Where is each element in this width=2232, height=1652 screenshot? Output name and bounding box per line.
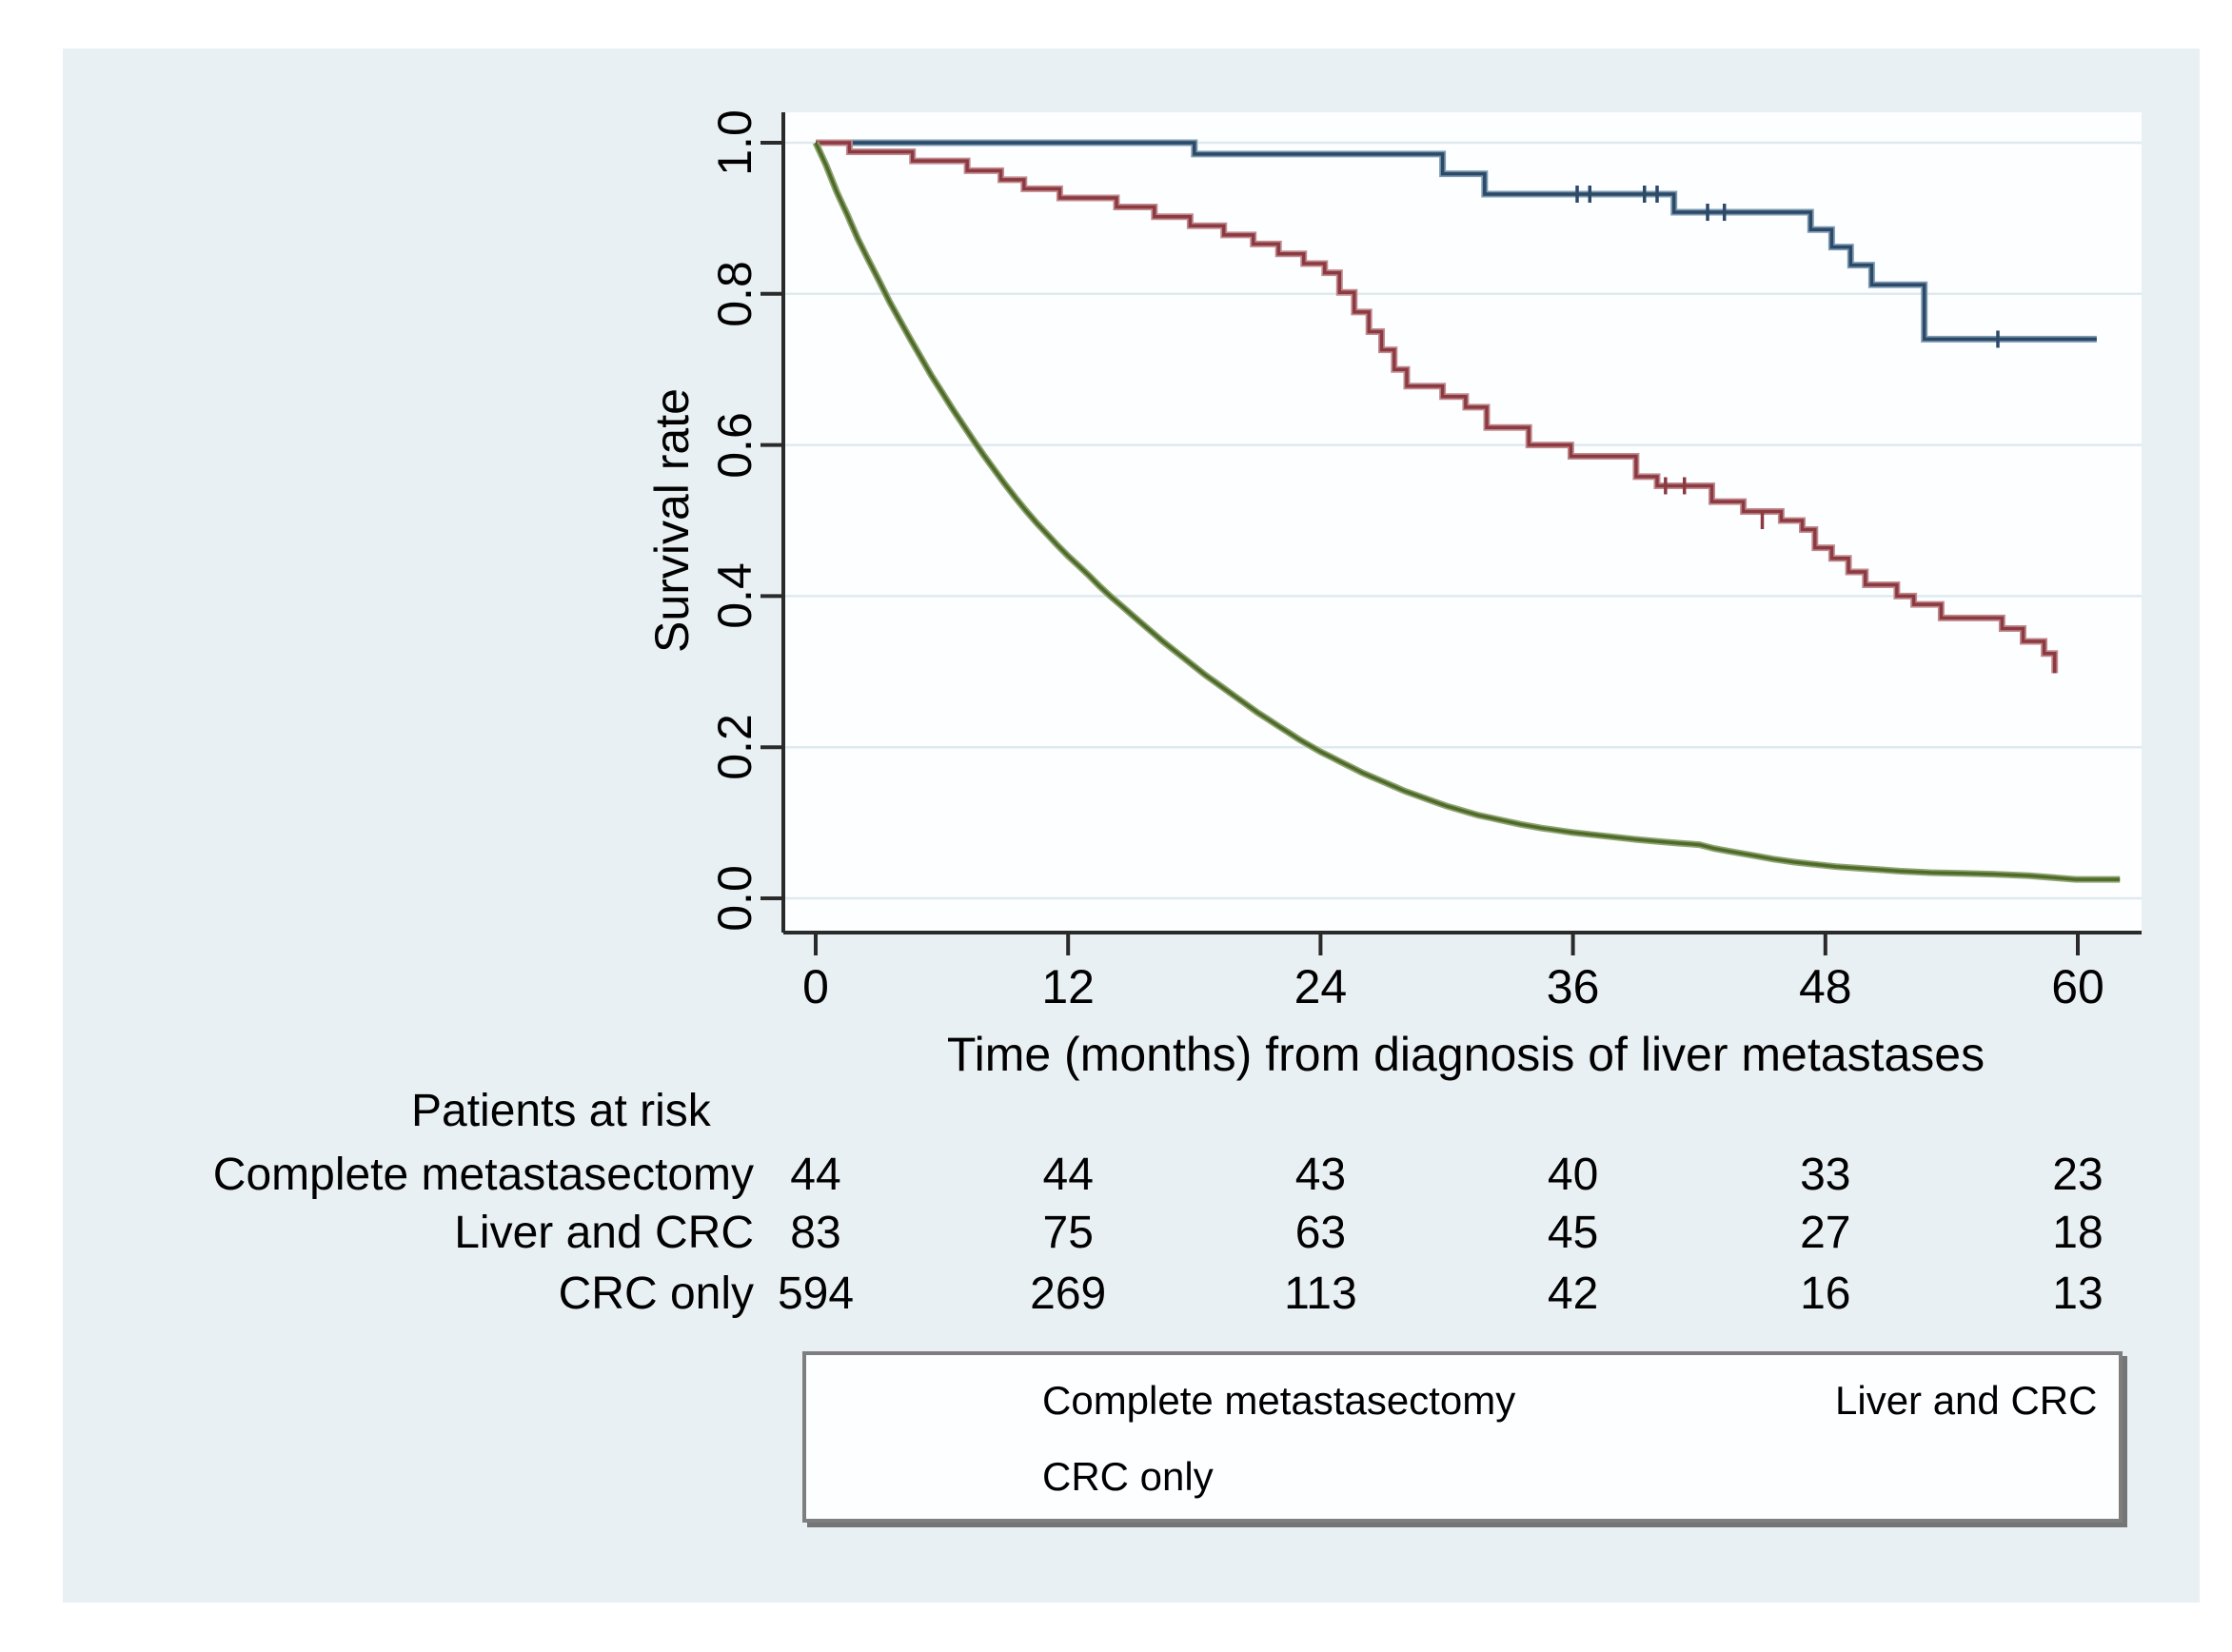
risk-count: 63 bbox=[1294, 1208, 1347, 1258]
x-tick-label: 36 bbox=[1546, 960, 1600, 1013]
x-tick-label: 48 bbox=[1798, 960, 1852, 1013]
plot-area bbox=[783, 112, 2142, 933]
y-tick-label: 0.4 bbox=[708, 562, 761, 630]
risk-count: 83 bbox=[790, 1208, 841, 1258]
y-axis-title: Survival rate bbox=[645, 388, 699, 653]
risk-count: 113 bbox=[1284, 1268, 1357, 1319]
risk-count: 16 bbox=[1800, 1268, 1851, 1319]
survival-curve bbox=[814, 142, 2121, 881]
risk-count: 13 bbox=[2052, 1268, 2104, 1319]
risk-count: 44 bbox=[1042, 1150, 1094, 1200]
legend-box bbox=[802, 1351, 2123, 1523]
risk-count: 42 bbox=[1547, 1268, 1599, 1319]
x-tick-label: 60 bbox=[2051, 960, 2104, 1013]
risk-count: 40 bbox=[1547, 1150, 1599, 1200]
risk-count: 18 bbox=[2052, 1208, 2104, 1258]
legend-entry-label: Liver and CRC bbox=[1835, 1378, 2098, 1423]
risk-count: 269 bbox=[1030, 1268, 1107, 1319]
risk-count: 27 bbox=[1800, 1208, 1851, 1258]
legend-entry-label: Complete metastasectomy bbox=[1042, 1378, 1516, 1423]
risk-count: 33 bbox=[1800, 1150, 1851, 1200]
risk-count: 23 bbox=[2052, 1150, 2104, 1200]
y-tick-label: 0.0 bbox=[708, 865, 761, 932]
survival-curve bbox=[816, 141, 2057, 674]
risk-count: 75 bbox=[1042, 1208, 1094, 1258]
risk-row-label: Complete metastasectomy bbox=[212, 1150, 754, 1200]
x-tick-label: 12 bbox=[1041, 960, 1095, 1013]
risk-count: 594 bbox=[777, 1268, 855, 1319]
y-tick-label: 0.8 bbox=[708, 261, 761, 327]
risk-count: 43 bbox=[1294, 1150, 1347, 1200]
x-axis-title: Time (months) from diagnosis of liver me… bbox=[946, 1028, 1985, 1081]
risk-table-header: Patients at risk bbox=[411, 1086, 711, 1136]
survival-curve bbox=[816, 141, 2097, 342]
x-tick-label: 0 bbox=[802, 960, 829, 1013]
y-tick-label: 1.0 bbox=[708, 109, 761, 176]
legend-entry-label: CRC only bbox=[1042, 1454, 1214, 1499]
risk-count: 45 bbox=[1547, 1208, 1599, 1258]
risk-count: 44 bbox=[790, 1150, 841, 1200]
y-tick-label: 0.6 bbox=[708, 411, 761, 479]
risk-row-label: CRC only bbox=[558, 1268, 754, 1319]
x-tick-label: 24 bbox=[1294, 960, 1348, 1013]
y-tick-label: 0.2 bbox=[708, 714, 761, 780]
risk-row-label: Liver and CRC bbox=[454, 1208, 754, 1258]
